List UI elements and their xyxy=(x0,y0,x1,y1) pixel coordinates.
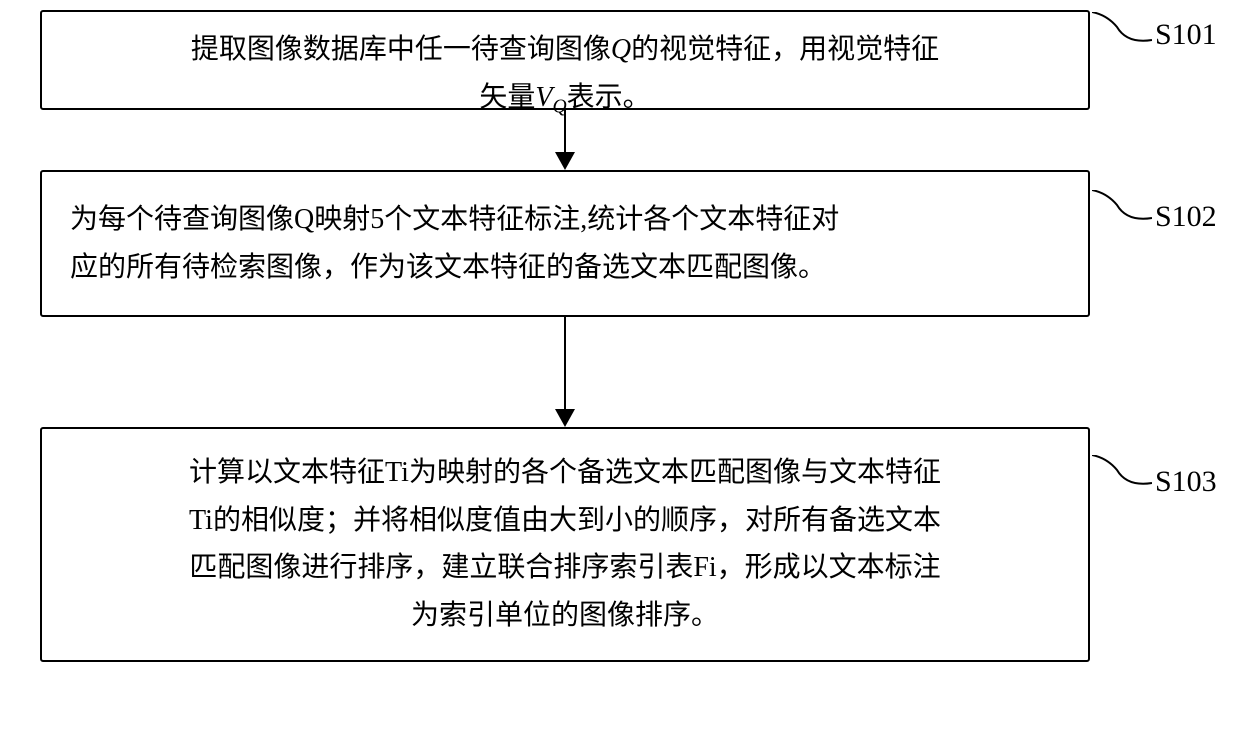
s103-line4: 为索引单位的图像排序。 xyxy=(411,600,719,631)
step-s101: 提取图像数据库中任一待查询图像Q的视觉特征，用视觉特征 矢量VQ表示。 xyxy=(40,10,1090,110)
step-s102: 为每个待查询图像Q映射5个文本特征标注,统计各个文本特征对 应的所有待检索图像，… xyxy=(40,170,1090,317)
s103-line2: Ti的相似度；并将相似度值由大到小的顺序，对所有备选文本 xyxy=(189,505,941,536)
s101-line1a: 提取图像数据库中任一待查询图像 xyxy=(191,34,611,65)
connector-1-line xyxy=(564,110,566,154)
s102-line2: 应的所有待检索图像，作为该文本特征的备选文本匹配图像。 xyxy=(70,252,826,283)
connector-2-line xyxy=(564,317,566,411)
step-s101-text: 提取图像数据库中任一待查询图像Q的视觉特征，用视觉特征 矢量VQ表示。 xyxy=(70,26,1060,123)
label-connector-s103 xyxy=(1092,455,1152,495)
step-s102-text: 为每个待查询图像Q映射5个文本特征标注,统计各个文本特征对 应的所有待检索图像，… xyxy=(70,196,1060,291)
step-s103: 计算以文本特征Ti为映射的各个备选文本匹配图像与文本特征 Ti的相似度；并将相似… xyxy=(40,427,1090,661)
s103-line1: 计算以文本特征Ti为映射的各个备选文本匹配图像与文本特征 xyxy=(189,457,941,488)
s101-line2a: 矢量 xyxy=(479,82,535,113)
label-s103: S103 xyxy=(1155,465,1217,499)
connector-2 xyxy=(40,317,1090,427)
s101-V: V xyxy=(535,82,552,113)
flowchart-container: 提取图像数据库中任一待查询图像Q的视觉特征，用视觉特征 矢量VQ表示。 为每个待… xyxy=(40,10,1090,662)
connector-2-arrow xyxy=(555,409,575,427)
s103-line3: 匹配图像进行排序，建立联合排序索引表Fi，形成以文本标注 xyxy=(189,552,940,583)
label-s101: S101 xyxy=(1155,18,1217,52)
connector-1 xyxy=(40,110,1090,170)
s101-line2b: 表示。 xyxy=(567,82,651,113)
label-connector-s101 xyxy=(1092,12,1152,52)
s101-Q: Q xyxy=(611,34,631,65)
s101-line1b: 的视觉特征，用视觉特征 xyxy=(631,34,939,65)
step-s103-text: 计算以文本特征Ti为映射的各个备选文本匹配图像与文本特征 Ti的相似度；并将相似… xyxy=(70,449,1060,639)
connector-1-arrow xyxy=(555,152,575,170)
label-s102: S102 xyxy=(1155,200,1217,234)
label-connector-s102 xyxy=(1092,190,1152,230)
s102-line1: 为每个待查询图像Q映射5个文本特征标注,统计各个文本特征对 xyxy=(70,204,839,235)
